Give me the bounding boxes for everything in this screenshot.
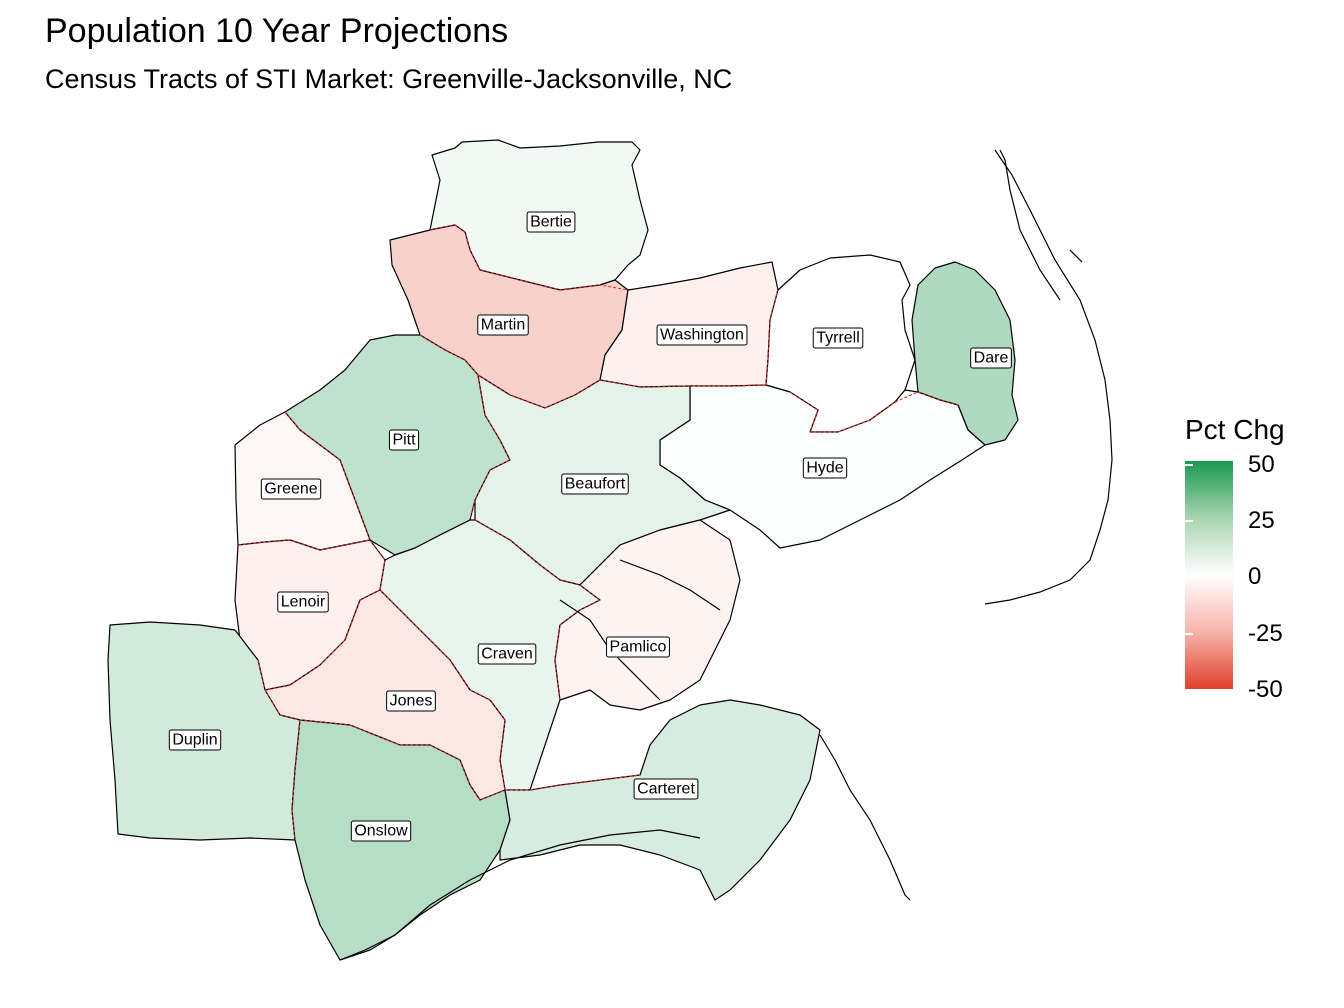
legend-tick-label: 50 <box>1248 451 1275 478</box>
county-label-martin: Martin <box>477 314 529 336</box>
county-label-text: Dare <box>974 350 1009 367</box>
county-label-dare: Dare <box>970 347 1012 369</box>
county-label-pitt: Pitt <box>388 429 420 451</box>
county-label-text: Pamlico <box>610 639 667 656</box>
county-label-text: Jones <box>390 693 433 710</box>
legend-tick-label: 25 <box>1248 507 1275 534</box>
county-label-text: Greene <box>264 481 317 498</box>
legend-tick-mark-0 <box>1185 576 1193 578</box>
chart-subtitle: Census Tracts of STI Market: Greenville-… <box>45 64 733 94</box>
county-label-pamlico: Pamlico <box>606 636 670 658</box>
county-label-bertie: Bertie <box>526 211 576 233</box>
county-label-jones: Jones <box>386 690 436 712</box>
county-label-washington: Washington <box>656 324 748 346</box>
county-label-text: Onslow <box>354 823 408 840</box>
county-label-text: Lenoir <box>281 594 326 611</box>
county-label-hyde: Hyde <box>802 457 848 479</box>
county-label-text: Pitt <box>392 432 416 449</box>
legend-tick-label: -25 <box>1248 620 1283 647</box>
county-label-onslow: Onslow <box>350 820 412 842</box>
county-label-carteret: Carteret <box>633 778 699 800</box>
legend-tick-mark-neg50 <box>1185 689 1193 691</box>
county-label-duplin: Duplin <box>168 729 222 751</box>
chart-title: Population 10 Year Projections <box>45 12 509 50</box>
county-label-text: Hyde <box>806 460 843 477</box>
county-label-text: Martin <box>481 317 525 334</box>
county-label-craven: Craven <box>477 643 537 665</box>
county-label-text: Beaufort <box>565 476 626 493</box>
county-label-lenoir: Lenoir <box>277 591 329 613</box>
legend-title: Pct Chg <box>1185 414 1285 445</box>
county-label-text: Washington <box>660 327 744 344</box>
county-label-tyrrell: Tyrrell <box>812 327 864 349</box>
county-label-beaufort: Beaufort <box>561 473 629 495</box>
county-region-pamlico <box>554 519 741 711</box>
legend-tick-mark-neg25 <box>1185 633 1193 635</box>
county-label-text: Duplin <box>172 732 217 749</box>
legend-tick-mark-25 <box>1185 520 1193 522</box>
county-label-text: Tyrrell <box>816 330 860 347</box>
legend-tick-mark-50 <box>1185 464 1193 466</box>
county-label-text: Bertie <box>530 214 572 231</box>
county-label-text: Carteret <box>637 781 695 798</box>
county-label-text: Craven <box>481 646 533 663</box>
legend-color-bar <box>1185 461 1233 689</box>
outer-banks-coastline <box>984 149 1113 605</box>
county-label-greene: Greene <box>260 478 322 500</box>
legend-tick-label: -50 <box>1248 676 1283 703</box>
county-region-carteret <box>499 699 821 901</box>
legend-tick-label: 0 <box>1248 563 1262 590</box>
